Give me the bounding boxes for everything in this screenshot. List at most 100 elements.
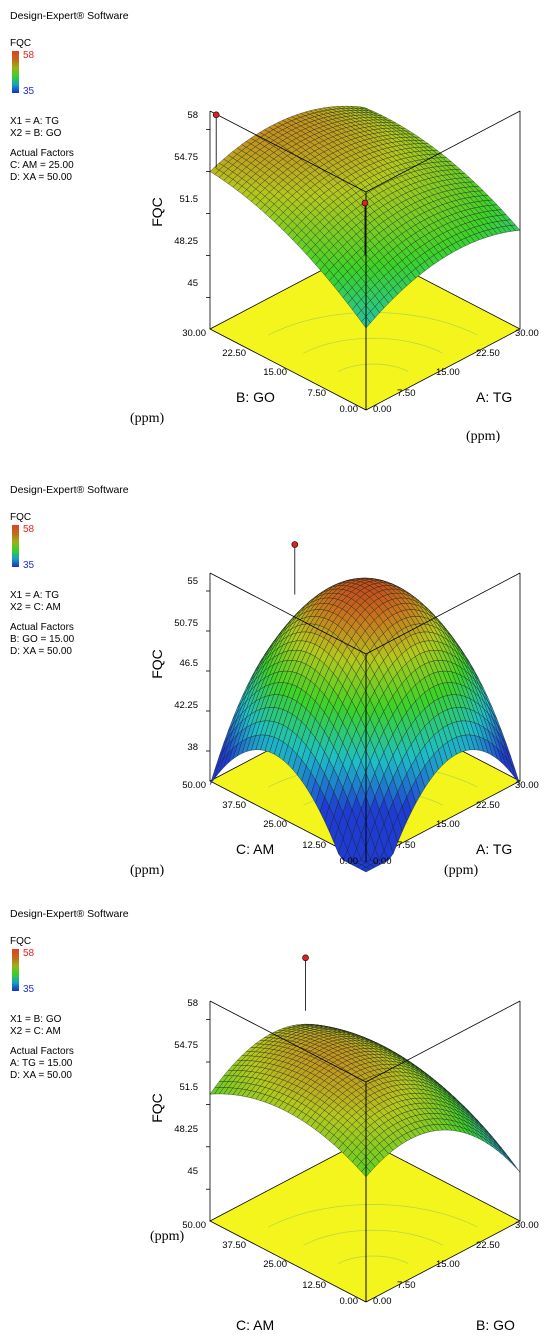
design-point bbox=[302, 954, 309, 962]
color-legend: FQC 58 35 bbox=[10, 38, 130, 106]
actual-factor-1: B: GO = 15.00 bbox=[10, 634, 75, 645]
right-axis-tick: 7.50 bbox=[397, 388, 416, 399]
left-axis-label: C: AM bbox=[236, 841, 274, 857]
actual-factors-title: Actual Factors bbox=[10, 1046, 74, 1057]
left-axis-tick: 37.50 bbox=[222, 800, 246, 811]
legend-max: 58 bbox=[23, 948, 35, 959]
contour-line bbox=[338, 1255, 409, 1264]
z-tick: 51.5 bbox=[180, 1082, 199, 1093]
right-unit-label: (ppm) bbox=[466, 429, 501, 444]
design-point bbox=[361, 199, 369, 207]
actual-factors-title: Actual Factors bbox=[10, 148, 74, 159]
z-tick: 46.5 bbox=[180, 658, 199, 669]
legend-min: 35 bbox=[23, 984, 35, 995]
actual-factor-1: A: TG = 15.00 bbox=[10, 1058, 73, 1069]
z-tick: 50.75 bbox=[174, 618, 198, 629]
software-label: Design-Expert® Software bbox=[10, 908, 129, 920]
legend-max: 58 bbox=[23, 524, 35, 535]
z-tick: 48.25 bbox=[174, 236, 198, 247]
x1-label: X1 = A: TG bbox=[10, 590, 60, 601]
right-axis-tick: 15.00 bbox=[436, 1259, 460, 1270]
left-axis-tick: 30.00 bbox=[182, 328, 206, 339]
right-axis-tick: 22.50 bbox=[476, 348, 500, 359]
actual-factors: Actual Factors B: GO = 15.00 D: XA = 50.… bbox=[10, 622, 74, 658]
actual-factor-1: C: AM = 25.00 bbox=[10, 160, 74, 171]
right-axis-tick: 30.00 bbox=[515, 1220, 539, 1231]
left-axis-tick: 25.00 bbox=[263, 1259, 287, 1270]
contour-line bbox=[303, 337, 443, 354]
right-axis-tick: 7.50 bbox=[397, 840, 416, 851]
right-axis-label: B: GO bbox=[476, 1317, 515, 1333]
box-edge bbox=[365, 110, 521, 193]
surface-cell bbox=[361, 867, 371, 873]
x1-label: X1 = B: GO bbox=[10, 1014, 62, 1025]
box-edge bbox=[209, 110, 367, 193]
z-axis-label: FQC bbox=[149, 1093, 165, 1123]
z-tick: 54.75 bbox=[174, 152, 198, 163]
z-tick: 42.25 bbox=[174, 700, 198, 711]
z-tick: 51.5 bbox=[180, 194, 199, 205]
box-edge bbox=[365, 1000, 521, 1083]
box-edge bbox=[209, 572, 367, 655]
x2-label: X2 = C: AM bbox=[10, 602, 61, 613]
z-axis-label: FQC bbox=[149, 649, 165, 679]
left-axis-label: B: GO bbox=[236, 389, 275, 405]
software-label: Design-Expert® Software bbox=[10, 484, 129, 496]
left-axis-tick: 50.00 bbox=[182, 1220, 206, 1231]
legend-title: FQC bbox=[10, 512, 32, 523]
plot-panel-1: Design-Expert® Software FQC 58 35 X1 = A… bbox=[0, 0, 549, 445]
right-axis-tick: 15.00 bbox=[436, 819, 460, 830]
legend-min: 35 bbox=[23, 86, 35, 97]
right-axis-tick: 30.00 bbox=[515, 328, 539, 339]
z-tick: 54.75 bbox=[174, 1040, 198, 1051]
left-axis-tick: 25.00 bbox=[263, 819, 287, 830]
z-tick: 58 bbox=[187, 110, 198, 121]
left-axis-tick: 22.50 bbox=[222, 348, 246, 359]
left-axis-tick: 0.00 bbox=[340, 856, 359, 867]
actual-factor-2: D: XA = 50.00 bbox=[10, 1070, 72, 1081]
left-axis-label: C: AM bbox=[236, 1317, 274, 1333]
x1-label: X1 = A: TG bbox=[10, 116, 60, 127]
right-axis-label: A: TG bbox=[476, 389, 512, 405]
x2-label: X2 = C: AM bbox=[10, 1026, 61, 1037]
z-tick: 38 bbox=[187, 742, 198, 753]
right-unit-label: (ppm) bbox=[444, 863, 479, 878]
left-unit-label: (ppm) bbox=[130, 411, 165, 426]
z-tick: 55 bbox=[187, 576, 198, 587]
actual-factors: Actual Factors C: AM = 25.00 D: XA = 50.… bbox=[10, 148, 74, 184]
factor-assignment: X1 = B: GO X2 = C: AM bbox=[10, 1014, 61, 1038]
left-axis-tick: 7.50 bbox=[308, 388, 327, 399]
x2-label: X2 = B: GO bbox=[10, 128, 62, 139]
contour-line bbox=[303, 1229, 443, 1246]
z-tick: 58 bbox=[187, 998, 198, 1009]
left-axis-tick: 0.00 bbox=[340, 1296, 359, 1307]
actual-factor-2: D: XA = 50.00 bbox=[10, 646, 72, 657]
factor-assignment: X1 = A: TG X2 = B: GO bbox=[10, 116, 61, 140]
legend-title: FQC bbox=[10, 936, 32, 947]
left-axis-tick: 15.00 bbox=[263, 367, 287, 378]
legend-color-bar bbox=[12, 525, 19, 567]
z-tick: 45 bbox=[187, 1166, 198, 1177]
contour-line bbox=[268, 1204, 478, 1228]
box-edge bbox=[209, 1000, 367, 1083]
legend-max: 58 bbox=[23, 50, 35, 61]
legend-color-bar bbox=[12, 949, 19, 991]
right-axis-tick: 0.00 bbox=[373, 404, 392, 415]
z-tick: 48.25 bbox=[174, 1124, 198, 1135]
contour-line bbox=[338, 363, 409, 372]
plot-panel-2: Design-Expert® Software FQC 58 35 X1 = A… bbox=[0, 474, 549, 919]
right-axis-tick: 22.50 bbox=[476, 800, 500, 811]
actual-factor-2: D: XA = 50.00 bbox=[10, 172, 72, 183]
legend-color-bar bbox=[12, 51, 19, 93]
left-unit-label: (ppm) bbox=[150, 1229, 185, 1244]
right-axis-tick: 30.00 bbox=[515, 780, 539, 791]
legend-title: FQC bbox=[10, 38, 32, 49]
left-axis-tick: 37.50 bbox=[222, 1240, 246, 1251]
left-unit-label: (ppm) bbox=[130, 863, 165, 878]
left-axis-tick: 0.00 bbox=[340, 404, 359, 415]
left-axis-tick: 12.50 bbox=[302, 840, 326, 851]
actual-factors-title: Actual Factors bbox=[10, 622, 74, 633]
design-point bbox=[291, 541, 299, 548]
z-tick: 45 bbox=[187, 278, 198, 289]
color-legend: FQC 58 35 bbox=[10, 512, 130, 580]
